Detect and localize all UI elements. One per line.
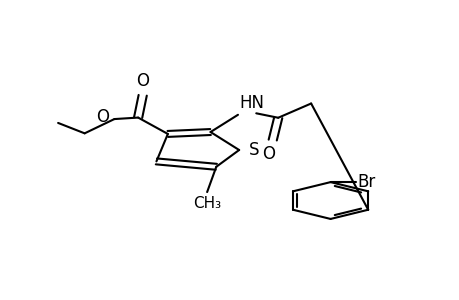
Text: O: O bbox=[95, 108, 109, 126]
Text: CH₃: CH₃ bbox=[193, 196, 221, 211]
Text: HN: HN bbox=[238, 94, 263, 112]
Text: Br: Br bbox=[356, 173, 375, 191]
Text: S: S bbox=[249, 141, 259, 159]
Text: O: O bbox=[136, 72, 149, 90]
Text: O: O bbox=[261, 146, 274, 164]
